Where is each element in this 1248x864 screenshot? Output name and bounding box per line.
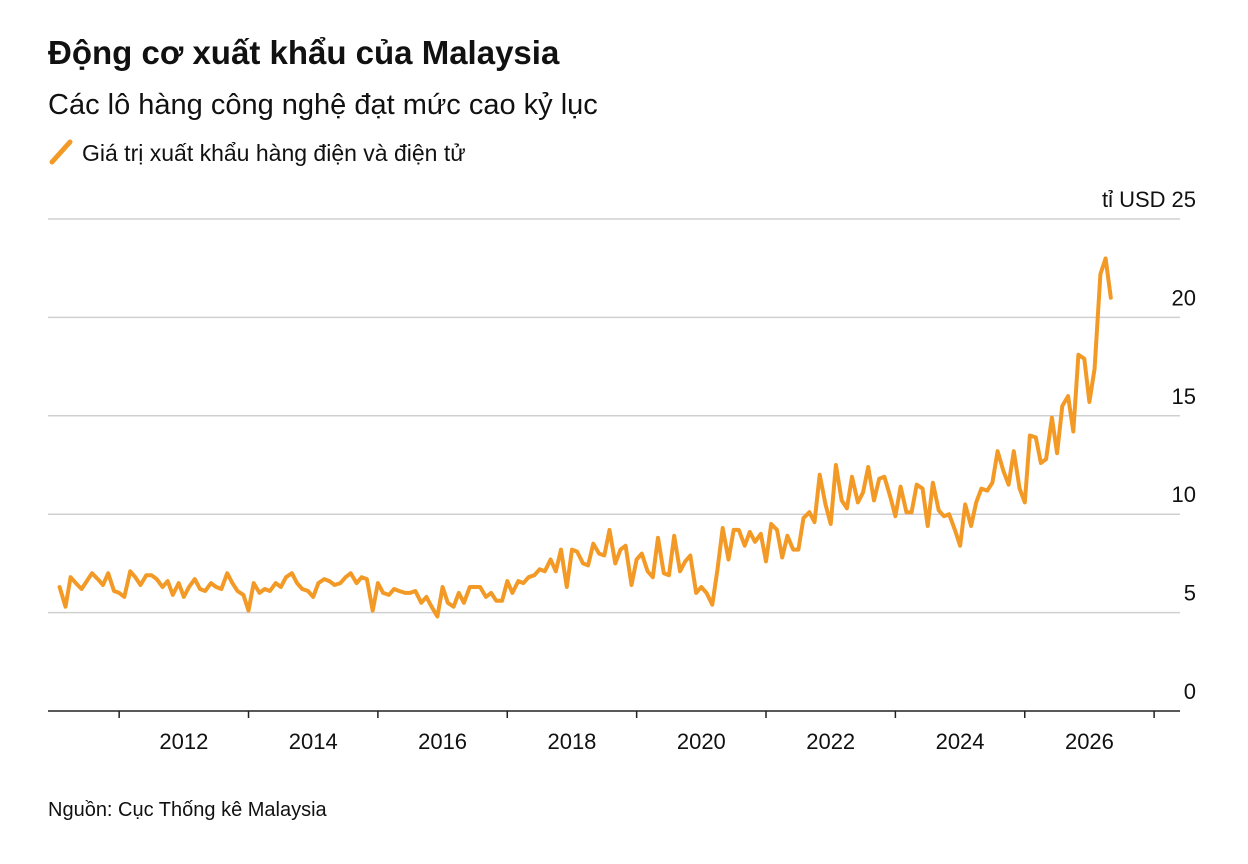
y-unit: tỉ USD xyxy=(1102,187,1166,212)
y-tick-label: 10 xyxy=(1172,482,1196,507)
y-tick-label: 20 xyxy=(1172,285,1196,310)
x-tick-label: 2022 xyxy=(806,729,855,754)
x-tick-label: 2026 xyxy=(1065,729,1114,754)
y-tick-label: 0 xyxy=(1184,679,1196,704)
y-tick-label: 15 xyxy=(1172,384,1196,409)
legend-swatch xyxy=(49,139,73,165)
source: Nguồn: Cục Thống kê Malaysia xyxy=(48,799,328,821)
chart-subtitle: Các lô hàng công nghệ đạt mức cao kỷ lục xyxy=(48,89,598,121)
y-tick-label: 5 xyxy=(1184,581,1196,606)
data-line xyxy=(57,256,1113,619)
chart-title: Động cơ xuất khẩu của Malaysia xyxy=(48,34,560,71)
x-tick-label: 2020 xyxy=(677,729,726,754)
legend-label: Giá trị xuất khẩu hàng điện và điện tử xyxy=(82,140,466,166)
x-tick-label: 2018 xyxy=(547,729,596,754)
x-tick-label: 2012 xyxy=(159,729,208,754)
x-tick-label: 2024 xyxy=(936,729,985,754)
x-tick-label: 2014 xyxy=(289,729,338,754)
y-tick-label: 25 xyxy=(1172,187,1196,212)
x-tick-label: 2016 xyxy=(418,729,467,754)
